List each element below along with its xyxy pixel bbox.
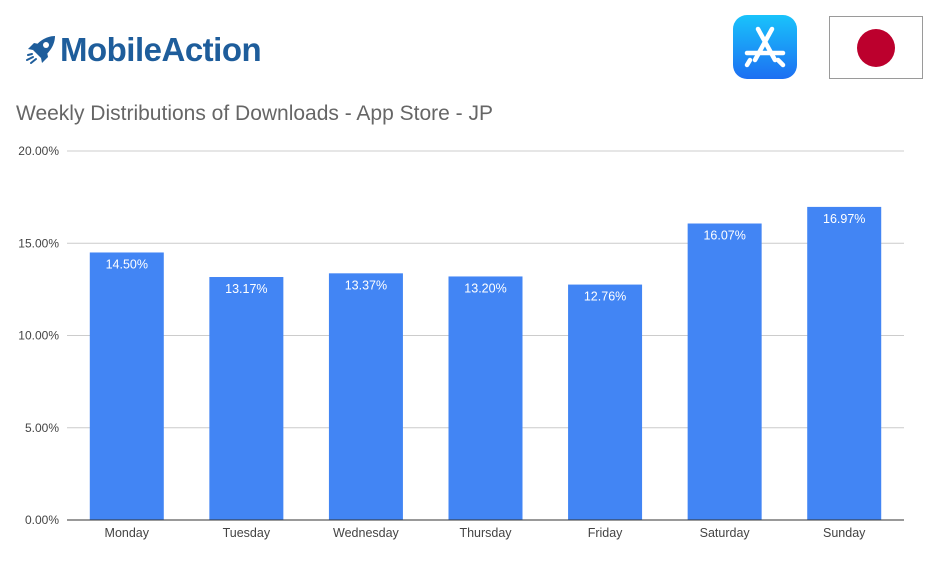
bar	[568, 284, 643, 520]
japan-flag-icon	[829, 16, 923, 79]
y-tick-label: 20.00%	[18, 144, 59, 158]
bar	[687, 223, 762, 521]
y-tick-label: 5.00%	[25, 421, 59, 435]
chart-title: Weekly Distributions of Downloads - App …	[16, 102, 493, 125]
data-label: 16.07%	[703, 229, 745, 243]
data-label: 13.20%	[464, 281, 506, 295]
data-label: 16.97%	[823, 212, 865, 226]
bar	[807, 206, 882, 520]
x-tick-label: Tuesday	[223, 526, 271, 540]
bar	[328, 273, 403, 520]
bar	[209, 277, 284, 520]
flag-disc	[857, 28, 895, 67]
x-tick-label: Monday	[105, 526, 150, 540]
x-tick-label: Saturday	[700, 526, 751, 540]
x-tick-label: Sunday	[823, 526, 866, 540]
x-tick-label: Thursday	[459, 526, 512, 540]
bar	[448, 276, 523, 520]
data-label: 13.17%	[225, 282, 267, 296]
y-tick-label: 15.00%	[18, 236, 59, 250]
x-tick-label: Wednesday	[333, 526, 400, 540]
data-label: 12.76%	[584, 290, 626, 304]
data-label: 13.37%	[345, 278, 387, 292]
y-tick-label: 10.00%	[18, 329, 59, 343]
x-tick-label: Friday	[588, 526, 623, 540]
brand-logo: MobileAction	[24, 28, 262, 72]
brand-name: MobileAction	[60, 31, 262, 68]
app-store-icon	[733, 15, 797, 79]
y-tick-label: 0.00%	[25, 513, 59, 527]
data-label: 14.50%	[106, 257, 148, 271]
rocket-icon	[26, 36, 55, 64]
bar	[89, 252, 164, 520]
